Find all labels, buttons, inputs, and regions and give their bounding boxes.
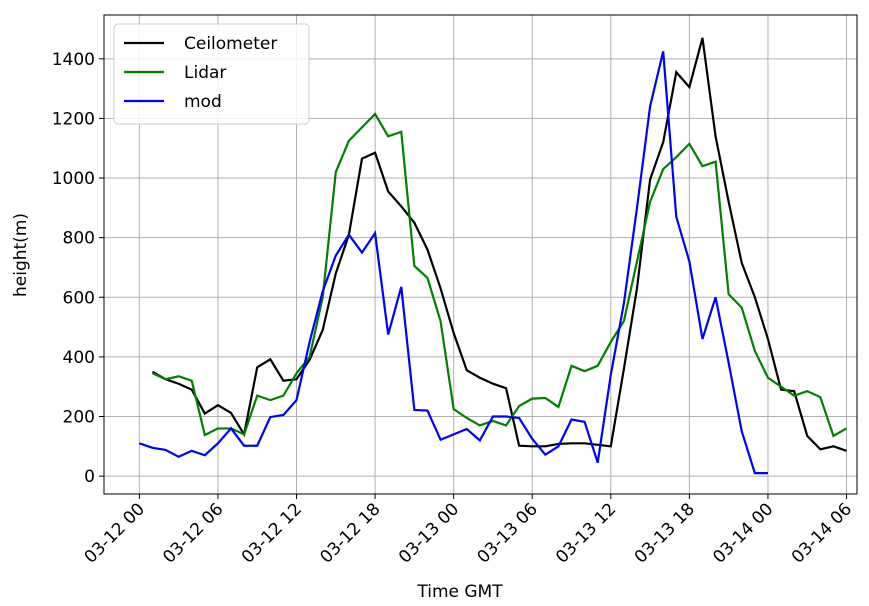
x-tick-label: 03-13 06	[474, 499, 542, 567]
x-tick-label: 03-12 18	[316, 499, 384, 567]
y-tick-label: 1200	[52, 109, 95, 129]
x-tick-label: 03-13 00	[395, 499, 463, 567]
x-tick-label: 03-12 12	[238, 499, 306, 567]
x-tick-label: 03-12 00	[81, 499, 149, 567]
y-tick-label: 1400	[52, 50, 95, 70]
y-tick-label: 0	[84, 467, 95, 487]
plot-frame	[103, 14, 858, 495]
legend-box	[113, 23, 310, 125]
y-tick-label: 800	[63, 229, 95, 249]
x-axis-label: Time GMT	[416, 582, 503, 602]
y-tick-label: 400	[63, 348, 95, 368]
y-tick-label: 1000	[52, 169, 95, 189]
y-tick-label: 600	[63, 288, 95, 308]
x-tick-label: 03-14 06	[788, 499, 856, 567]
x-tick-label: 03-12 06	[159, 499, 227, 567]
y-axis-label: height(m)	[11, 213, 31, 297]
x-tick-label: 03-13 18	[631, 499, 699, 567]
legend-label: Lidar	[184, 63, 226, 83]
legend: Ceilometer Lidar mod	[113, 23, 310, 125]
x-tick-label: 03-13 12	[552, 499, 620, 567]
series-line	[151, 112, 848, 438]
legend-label: Ceilometer	[184, 34, 277, 54]
legend-label: mod	[184, 92, 222, 112]
series-line	[151, 37, 847, 452]
x-tick-label: 03-14 00	[709, 499, 777, 567]
y-tick-label: 200	[63, 408, 95, 428]
series-line	[139, 51, 768, 475]
